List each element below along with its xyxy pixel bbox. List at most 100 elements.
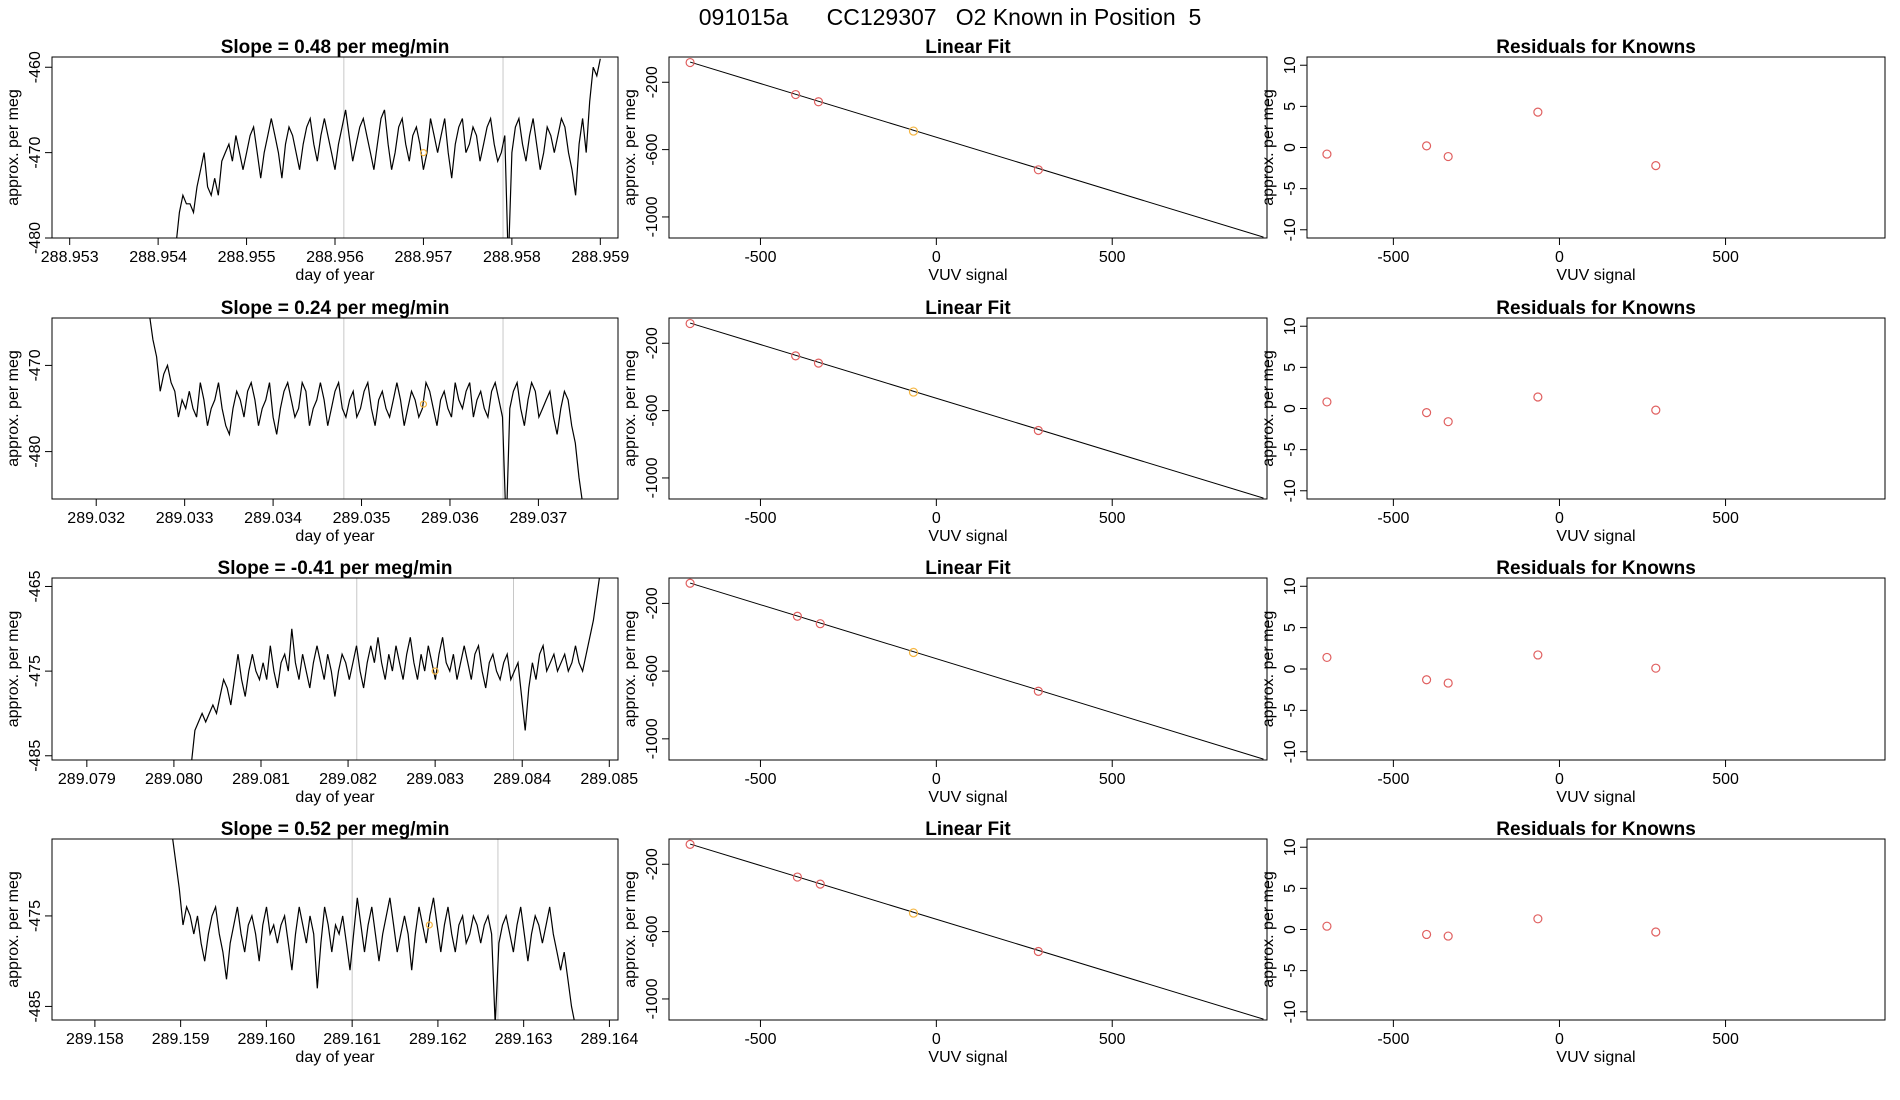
p1-time-series-line bbox=[149, 318, 583, 499]
p1-resid-known-point bbox=[1443, 417, 1453, 427]
p0-time-frame bbox=[51, 56, 619, 239]
p2-resid-ylabel: approx. per meg bbox=[1260, 611, 1277, 728]
p0-fit-xtick-label: 500 bbox=[1099, 249, 1126, 266]
p1-fit-frame bbox=[668, 317, 1268, 500]
p0-resid-xlabel: VUV signal bbox=[1556, 267, 1635, 284]
p2-fit-known-point bbox=[685, 578, 695, 588]
p1-fit-xtick-label: 0 bbox=[932, 510, 941, 527]
p0-fit-known-point bbox=[791, 89, 801, 100]
p2-fit-xlabel: VUV signal bbox=[928, 789, 1007, 806]
p3-time-ytick-label: -485 bbox=[27, 990, 44, 1022]
p3-fit-fit-line bbox=[689, 843, 1264, 1020]
p3-resid-title: Residuals for Knowns bbox=[1496, 819, 1696, 840]
p2-resid-xlabel: VUV signal bbox=[1556, 789, 1635, 806]
p3-fit-frame bbox=[668, 838, 1268, 1021]
p2-fit-ytick-label: -200 bbox=[644, 587, 661, 619]
p0-resid-plot-area bbox=[1322, 107, 1661, 171]
p0-fit-known-point bbox=[813, 97, 824, 107]
p1-fit-xlabel: VUV signal bbox=[928, 528, 1007, 545]
p2-resid-ytick-label: 10 bbox=[1282, 577, 1299, 595]
p1-time-xtick-label: 289.033 bbox=[156, 510, 214, 527]
p3-resid-xlabel: VUV signal bbox=[1556, 1049, 1635, 1066]
p3-time-ytick-label: -475 bbox=[27, 900, 44, 932]
p3-time-xtick-label: 289.158 bbox=[66, 1031, 124, 1048]
p1-fit-known-point bbox=[813, 358, 824, 368]
p2-fit-fit-line bbox=[689, 582, 1264, 760]
p3-fit-plot-area bbox=[685, 839, 1264, 1020]
p0-fit-fit-line bbox=[689, 61, 1264, 238]
p1-resid-xlabel: VUV signal bbox=[1556, 528, 1635, 545]
p0-resid-known-point bbox=[1443, 151, 1453, 162]
p2-resid-title: Residuals for Knowns bbox=[1496, 558, 1696, 579]
p3-fit-title: Linear Fit bbox=[925, 819, 1011, 840]
p2-fit-title: Linear Fit bbox=[925, 558, 1011, 579]
p3-time-xtick-label: 289.162 bbox=[409, 1031, 467, 1048]
p3-resid-known-point bbox=[1651, 927, 1661, 937]
p1-time-title: Slope = 0.24 per meg/min bbox=[221, 298, 450, 319]
p1-resid-xtick-label: 0 bbox=[1555, 510, 1564, 527]
p1-fit-fit-line bbox=[689, 322, 1264, 499]
p1-fit-known-point bbox=[1033, 425, 1043, 436]
p0-fit-xlabel: VUV signal bbox=[928, 267, 1007, 284]
p3-resid-known-point bbox=[1322, 921, 1332, 931]
p1-time-frame bbox=[51, 317, 619, 500]
p2-fit-ylabel: approx. per meg bbox=[622, 611, 639, 728]
p1-fit-ytick-label: -200 bbox=[644, 327, 661, 359]
p3-resid-ytick-label: 5 bbox=[1282, 884, 1299, 893]
p1-resid-frame bbox=[1306, 317, 1886, 500]
p3-fit-sample-point bbox=[908, 908, 919, 918]
p1-time-ylabel: approx. per meg bbox=[5, 350, 22, 467]
p3-fit-xtick-label: 500 bbox=[1099, 1031, 1126, 1048]
p2-resid-known-point bbox=[1533, 650, 1543, 660]
p0-time-ytick-label: -460 bbox=[27, 51, 44, 83]
p2-resid-known-point bbox=[1651, 663, 1661, 673]
p3-time-series-line bbox=[172, 839, 575, 1020]
p2-fit-xtick-label: 0 bbox=[932, 771, 941, 788]
p2-time-xtick-label: 289.083 bbox=[406, 771, 464, 788]
p1-time-xtick-label: 289.032 bbox=[67, 510, 125, 527]
p1-resid-title: Residuals for Knowns bbox=[1496, 298, 1696, 319]
p0-time-ytick-label: -480 bbox=[27, 222, 44, 254]
p1-time-ytick-label: -470 bbox=[27, 349, 44, 381]
page-title: 091015a CC129307 O2 Known in Position 5 bbox=[698, 4, 1202, 30]
p2-fit-frame bbox=[668, 577, 1268, 761]
p2-time-ytick-label: -485 bbox=[27, 740, 44, 772]
p0-resid-known-point bbox=[1322, 149, 1332, 159]
p3-time-xlabel: day of year bbox=[295, 1049, 375, 1066]
p2-resid-ytick-label: -10 bbox=[1282, 740, 1299, 763]
p2-fit-sample-point bbox=[908, 647, 919, 658]
p1-time-plot-area bbox=[149, 318, 583, 499]
p0-resid-ytick-label: -5 bbox=[1282, 181, 1299, 195]
p3-fit-known-point bbox=[792, 872, 802, 882]
p1-fit-known-point bbox=[685, 318, 695, 329]
p1-time-xtick-label: 289.036 bbox=[421, 510, 479, 527]
p1-time-ytick-label: -480 bbox=[27, 435, 44, 467]
p3-time-sample-point bbox=[425, 921, 433, 929]
p3-resid-xtick-label: 0 bbox=[1555, 1031, 1564, 1048]
p1-resid-ytick-label: 5 bbox=[1282, 363, 1299, 372]
p1-time-xtick-label: 289.035 bbox=[333, 510, 391, 527]
p1-resid-xtick-label: 500 bbox=[1712, 510, 1739, 527]
p3-time-ylabel: approx. per meg bbox=[5, 871, 22, 988]
p2-time-sample-point bbox=[431, 667, 439, 675]
p2-time-ytick-label: -465 bbox=[27, 570, 44, 602]
p0-time-xtick-label: 288.953 bbox=[41, 249, 99, 266]
p2-resid-known-point bbox=[1322, 652, 1332, 663]
p2-time-xtick-label: 289.082 bbox=[319, 771, 377, 788]
p2-fit-plot-area bbox=[685, 578, 1264, 760]
p2-time-xtick-label: 289.080 bbox=[145, 771, 203, 788]
p3-fit-xtick-label: 0 bbox=[932, 1031, 941, 1048]
p0-resid-ytick-label: 0 bbox=[1282, 143, 1299, 152]
p1-resid-known-point bbox=[1322, 397, 1332, 407]
p2-fit-xtick-label: 500 bbox=[1099, 771, 1126, 788]
p0-resid-xtick-label: 0 bbox=[1555, 249, 1564, 266]
p1-resid-ytick-label: 0 bbox=[1282, 404, 1299, 413]
p0-time-ytick-label: -470 bbox=[27, 137, 44, 169]
p3-time-frame bbox=[51, 838, 619, 1021]
p0-time-xlabel: day of year bbox=[295, 267, 375, 284]
p1-fit-plot-area bbox=[685, 318, 1264, 499]
p0-fit-ytick-label: -200 bbox=[644, 66, 661, 98]
p1-fit-known-point bbox=[791, 351, 801, 361]
p1-fit-ytick-label: -600 bbox=[644, 394, 661, 426]
p2-time-xtick-label: 289.081 bbox=[232, 771, 290, 788]
